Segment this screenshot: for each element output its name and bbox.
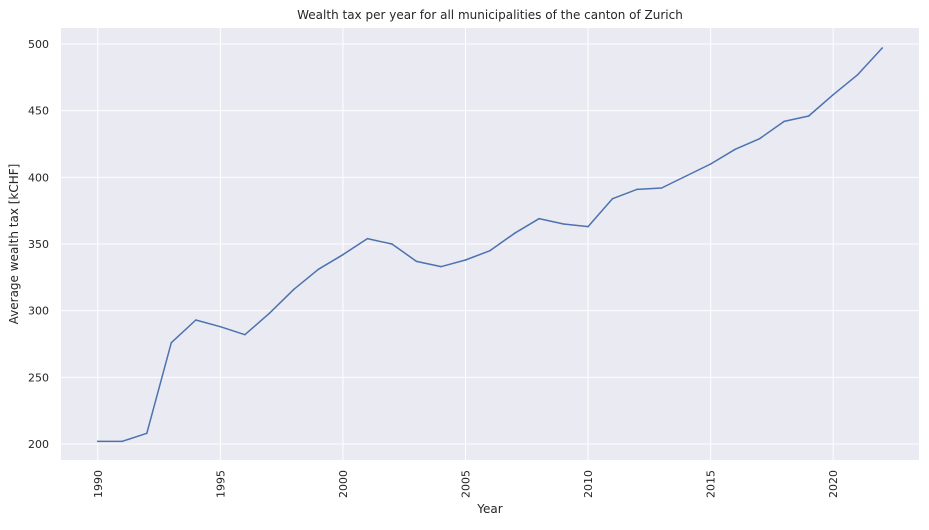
data-point — [317, 268, 320, 271]
data-point — [440, 265, 442, 268]
data-point — [832, 93, 834, 96]
grid-layer — [61, 28, 919, 460]
y-tick-label: 400 — [28, 171, 49, 184]
data-point — [391, 243, 393, 245]
data-point — [195, 319, 197, 321]
series-layer — [96, 47, 884, 443]
tick-labels: 200 250 300 350 400 450 500 1990 1995 2000 2005 201… — [28, 38, 840, 498]
data-point — [538, 217, 540, 220]
data-point — [146, 432, 148, 435]
x-tick-label: 2005 — [459, 470, 472, 498]
y-tick-label: 450 — [28, 105, 49, 118]
data-point — [709, 163, 712, 165]
data-point — [758, 137, 761, 140]
y-axis-label: Average wealth tax [kCHF] — [7, 164, 21, 325]
x-tick-label: 1995 — [214, 470, 227, 498]
data-point — [611, 197, 614, 200]
data-point — [685, 175, 687, 177]
data-point — [881, 47, 884, 49]
data-point — [734, 148, 736, 151]
data-point — [587, 225, 589, 228]
data-point — [219, 325, 222, 328]
data-point — [96, 440, 99, 443]
data-point — [121, 440, 124, 443]
x-tick-label: 1990 — [92, 470, 105, 498]
y-tick-label: 300 — [28, 305, 49, 318]
data-point — [464, 259, 467, 261]
y-tick-label: 250 — [28, 371, 49, 384]
x-tick-label: 2015 — [705, 470, 718, 498]
data-point — [660, 187, 663, 189]
y-tick-label: 500 — [28, 38, 49, 51]
y-tick-label: 350 — [28, 238, 49, 251]
x-tick-label: 2000 — [337, 470, 350, 498]
data-point — [783, 120, 785, 123]
data-point — [513, 232, 516, 235]
data-point — [562, 223, 565, 225]
x-tick-label: 2010 — [582, 470, 595, 498]
data-point — [268, 312, 271, 315]
data-point — [342, 253, 344, 256]
x-axis-label: Year — [476, 502, 502, 516]
data-point — [489, 249, 491, 252]
data-point — [856, 73, 859, 76]
data-point — [636, 188, 638, 191]
data-point — [170, 341, 173, 344]
data-point — [807, 115, 810, 117]
data-point — [244, 333, 246, 336]
chart-title: Wealth tax per year for all municipaliti… — [297, 8, 683, 22]
data-point — [415, 260, 418, 263]
y-tick-label: 200 — [28, 438, 49, 451]
x-tick-label: 2020 — [827, 470, 840, 498]
data-point — [293, 288, 295, 291]
data-point — [366, 237, 369, 240]
